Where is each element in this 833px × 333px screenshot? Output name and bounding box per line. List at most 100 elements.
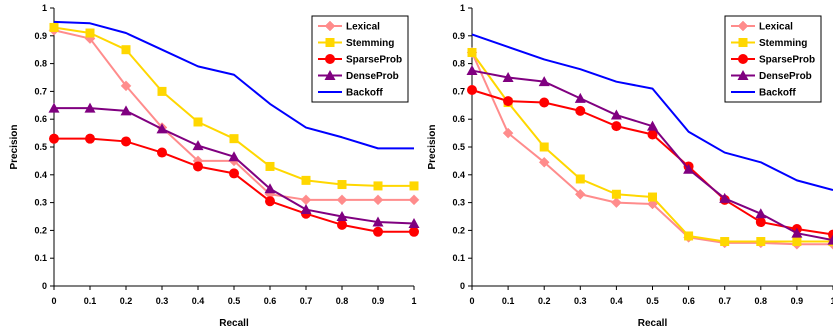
line-backoff (53, 20, 414, 150)
x-tick-label: 0 (469, 296, 474, 306)
point-stemming (49, 22, 59, 32)
x-tick-label: 0.6 (264, 296, 277, 306)
y-tick-label: 0.5 (452, 142, 465, 152)
point-sparseprob (157, 147, 167, 158)
point-stemming (611, 189, 621, 199)
point-lexical (336, 194, 348, 206)
chart-1: 0 0.1 0.2 0.3 0.4 0.5 0.6 0.7 0.8 0.9 1 0 0.1 0.2 0.3 0… (9, 3, 420, 329)
point-denseprob (574, 92, 586, 103)
point-denseprob (647, 120, 658, 131)
x-axis-label: Recall (219, 318, 249, 329)
x-tick-label: 0.3 (574, 296, 587, 306)
y-tick-label: 0.2 (452, 225, 465, 235)
point-denseprob (791, 227, 803, 238)
point-stemming (575, 174, 585, 184)
point-lexical (538, 156, 550, 168)
y-tick-label: 0.7 (452, 86, 465, 96)
point-stemming (792, 237, 802, 247)
x-tick-label: 0 (51, 296, 56, 306)
point-sparseprob (229, 168, 239, 179)
y-tick-label: 1 (460, 3, 465, 13)
point-sparseprob (193, 161, 203, 172)
legend-marker-denseprob (737, 70, 749, 80)
legend-label-backoff: Backoff (346, 88, 383, 99)
series-backoff (53, 20, 414, 150)
legend-marker-denseprob (324, 70, 336, 80)
y-tick-label: 0.8 (34, 59, 47, 69)
legend-label-denseprob: DenseProb (346, 71, 399, 82)
point-stemming (229, 134, 239, 144)
series-stemming (49, 22, 419, 191)
x-tick-label: 0.4 (192, 296, 205, 306)
point-sparseprob (647, 129, 658, 140)
point-sparseprob (755, 217, 766, 228)
x-tick-label: 0.7 (718, 296, 731, 306)
point-lexical (372, 194, 384, 206)
point-denseprob (502, 72, 514, 82)
point-denseprob (228, 151, 240, 162)
y-tick-label: 0 (42, 281, 47, 291)
legend-marker-lexical (324, 20, 336, 32)
line-sparseprob (471, 89, 833, 236)
point-lexical (408, 194, 420, 206)
y-tick-label: 0.7 (34, 86, 47, 96)
legend-label-lexical: Lexical (346, 22, 380, 33)
point-denseprob (372, 216, 384, 227)
legend-box (724, 15, 822, 103)
x-tick-label: 0.5 (646, 296, 659, 306)
point-sparseprob (503, 96, 514, 107)
legend-marker-stemming (325, 38, 335, 47)
point-sparseprob (49, 133, 59, 144)
legend-label-denseprob: DenseProb (759, 71, 812, 82)
series-denseprob (466, 65, 833, 245)
x-tick-label: 1 (411, 296, 416, 306)
legend-label-stemming: Stemming (759, 38, 807, 49)
legend-marker-sparseprob (325, 54, 335, 64)
chart-2: 0 0.1 0.2 0.3 0.4 0.5 0.6 0.7 0.8 0.9 1 0 0.1 0.2 0.3 0… (427, 3, 833, 329)
point-denseprob (755, 208, 767, 219)
point-sparseprob (121, 136, 131, 147)
y-axis-label: Precision (427, 124, 438, 169)
x-tick-label: 0.9 (372, 296, 385, 306)
point-denseprob (719, 192, 731, 203)
legend-label-backoff: Backoff (759, 88, 796, 99)
y-tick-label: 0.9 (34, 31, 47, 41)
point-denseprob (120, 105, 132, 116)
point-sparseprob (611, 121, 622, 132)
point-stemming (301, 175, 311, 185)
x-tick-label: 0.5 (228, 296, 241, 306)
legend-label-sparseprob: SparseProb (759, 55, 815, 66)
point-sparseprob (539, 97, 550, 108)
y-tick-label: 0.4 (34, 170, 47, 180)
legend-marker-sparseprob (738, 54, 748, 64)
point-sparseprob (265, 196, 275, 207)
point-denseprob (156, 123, 168, 134)
point-denseprob (538, 76, 550, 87)
y-tick-label: 0.8 (452, 59, 465, 69)
x-tick-label: 0.8 (336, 296, 349, 306)
y-tick-label: 0.6 (34, 114, 47, 124)
point-lexical (611, 197, 622, 208)
point-denseprob (408, 217, 420, 228)
legend-label-stemming: Stemming (346, 38, 394, 49)
legend-marker-stemming (738, 38, 748, 47)
series-denseprob (48, 102, 420, 228)
legend-label-sparseprob: SparseProb (346, 55, 402, 66)
point-sparseprob (373, 226, 383, 237)
point-denseprob (336, 211, 348, 221)
y-tick-label: 0.9 (452, 31, 465, 41)
point-stemming (720, 237, 730, 247)
point-lexical (502, 127, 514, 139)
x-tick-label: 0.3 (156, 296, 169, 306)
point-stemming (85, 28, 95, 38)
point-sparseprob (467, 85, 477, 96)
x-tick-label: 0.7 (300, 296, 313, 306)
point-stemming (373, 181, 383, 191)
series-sparseprob (467, 85, 833, 240)
point-denseprob (827, 234, 833, 245)
legend: Lexical Stemming SparseProb DenseProb Backof… (724, 15, 822, 103)
x-tick-label: 1 (830, 296, 833, 306)
legend-marker-lexical (737, 20, 749, 32)
point-denseprob (264, 183, 276, 194)
